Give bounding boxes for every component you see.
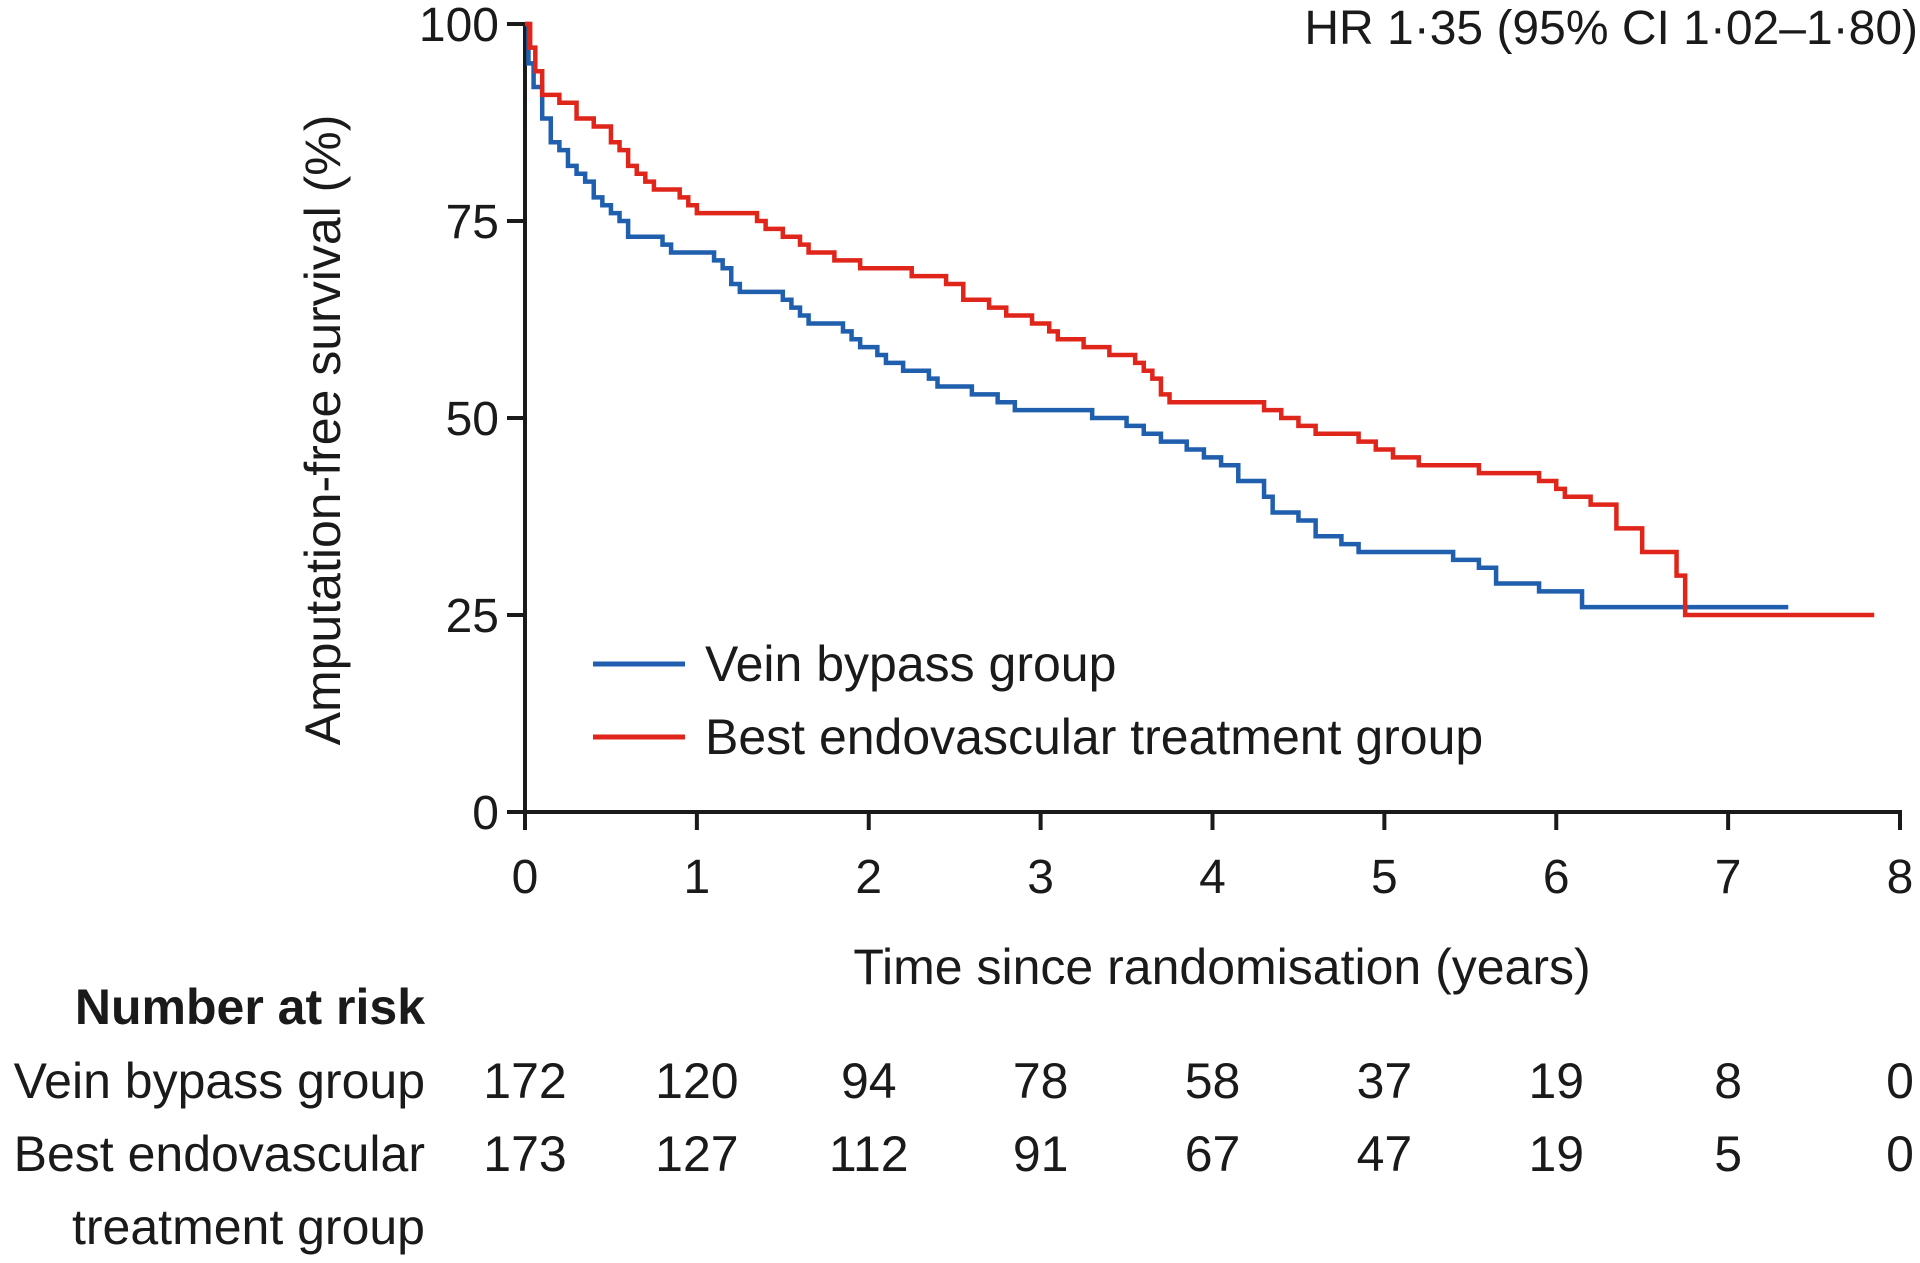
- risk-value: 112: [829, 1126, 909, 1182]
- risk-row-label: Vein bypass group: [14, 1053, 425, 1109]
- risk-value: 78: [1013, 1053, 1069, 1109]
- x-ticks: 0 1 2 3 4 5 6 7 8: [512, 812, 1914, 904]
- risk-value: 19: [1528, 1126, 1584, 1182]
- axes: 0 25 50 75 100 0 1 2 3 4 5 6 7 8: [419, 0, 1913, 904]
- risk-table-title: Number at risk: [75, 979, 425, 1035]
- risk-value: 91: [1013, 1126, 1069, 1182]
- x-tick-label: 7: [1715, 851, 1742, 904]
- hazard-ratio-annotation: HR 1·35 (95% CI 1·02–1·80): [1304, 2, 1918, 55]
- x-axis-title: Time since randomisation (years): [853, 939, 1590, 995]
- y-tick-label: 0: [472, 787, 499, 840]
- risk-value: 37: [1357, 1053, 1413, 1109]
- x-tick-label: 0: [512, 851, 539, 904]
- y-tick-label: 75: [446, 196, 499, 249]
- number-at-risk-table: Number at risk Vein bypass group 172 120 94…: [14, 979, 1914, 1255]
- x-tick-label: 4: [1199, 851, 1226, 904]
- y-axis-title: Amputation-free survival (%): [295, 115, 351, 746]
- y-tick-label: 25: [446, 590, 499, 643]
- x-tick-label: 3: [1027, 851, 1054, 904]
- y-tick-label: 50: [446, 393, 499, 446]
- risk-value: 0: [1886, 1053, 1914, 1109]
- x-tick-label: 2: [855, 851, 882, 904]
- risk-value: 127: [655, 1126, 738, 1182]
- risk-value: 47: [1357, 1126, 1413, 1182]
- risk-value: 172: [483, 1053, 566, 1109]
- risk-value: 5: [1714, 1126, 1742, 1182]
- x-tick-label: 1: [684, 851, 711, 904]
- x-tick-label: 6: [1543, 851, 1570, 904]
- risk-value: 120: [655, 1053, 738, 1109]
- risk-value: 0: [1886, 1126, 1914, 1182]
- risk-value: 173: [483, 1126, 566, 1182]
- survival-curves: [525, 21, 1875, 618]
- risk-value: 67: [1185, 1126, 1241, 1182]
- legend-label: Vein bypass group: [705, 636, 1116, 692]
- legend-label: Best endovascular treatment group: [705, 709, 1483, 765]
- x-tick-label: 8: [1887, 851, 1914, 904]
- risk-value: 94: [841, 1053, 897, 1109]
- y-tick-label: 100: [419, 0, 499, 52]
- legend: Vein bypass group Best endovascular treat…: [593, 636, 1483, 765]
- x-tick-label: 5: [1371, 851, 1398, 904]
- series-line-vein-bypass: [525, 21, 1789, 610]
- risk-row-label: treatment group: [72, 1199, 425, 1255]
- risk-value: 8: [1714, 1053, 1742, 1109]
- risk-row-label: Best endovascular: [14, 1126, 425, 1182]
- risk-value: 19: [1528, 1053, 1584, 1109]
- risk-value: 58: [1185, 1053, 1241, 1109]
- series-line-best-endovascular: [525, 21, 1875, 618]
- risk-table-rows: Vein bypass group 172 120 94 78 58 37 19 8 0 Best …: [14, 1053, 1914, 1255]
- y-ticks: 0 25 50 75 100: [419, 0, 525, 840]
